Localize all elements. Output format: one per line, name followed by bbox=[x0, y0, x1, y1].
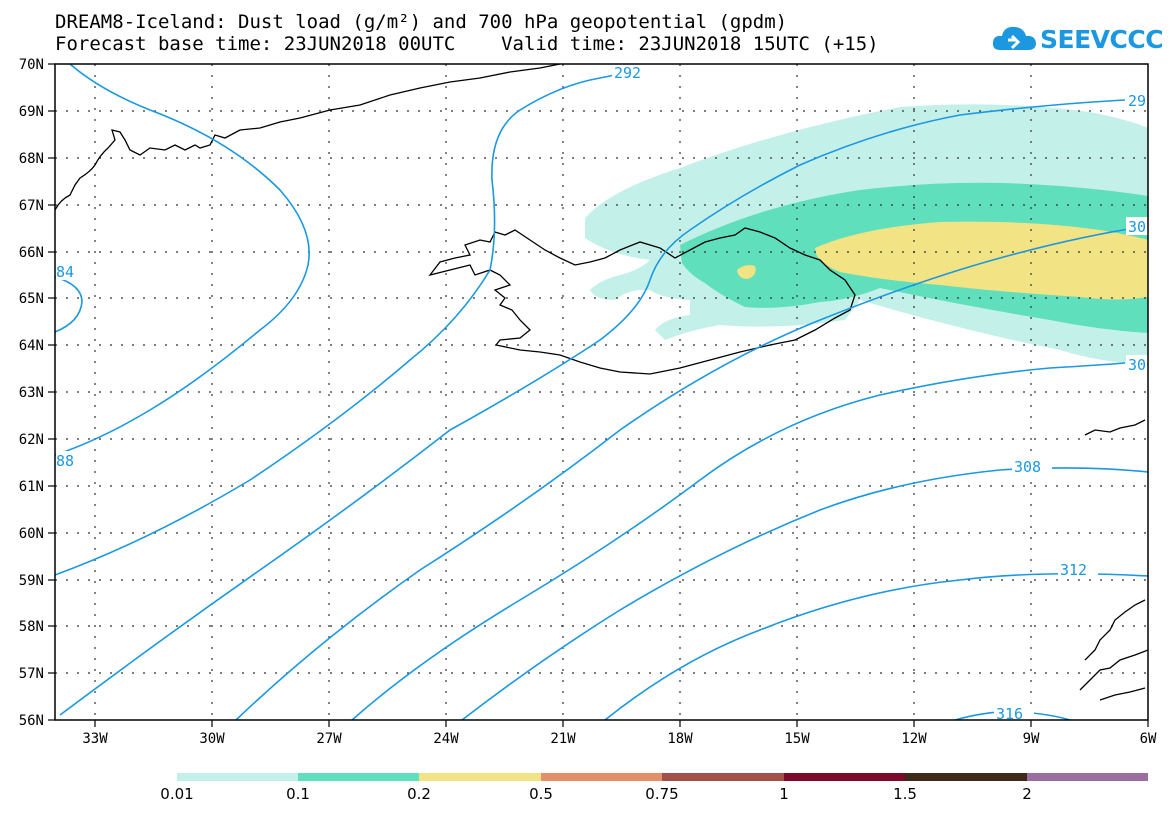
seevccc-logo: SEEVCCC bbox=[990, 20, 1170, 60]
contour-label: 88 bbox=[56, 452, 74, 470]
colorbar-swatch bbox=[177, 773, 298, 781]
logo-text: SEEVCCC bbox=[1040, 25, 1164, 54]
lat-label: 56N bbox=[19, 713, 44, 729]
lat-label: 69N bbox=[19, 104, 44, 120]
colorbar-swatch bbox=[298, 773, 419, 781]
lat-label: 68N bbox=[19, 151, 44, 167]
colorbar bbox=[177, 773, 1148, 781]
lat-label: 65N bbox=[19, 291, 44, 307]
greenland-coast bbox=[54, 63, 561, 211]
lon-label: 15W bbox=[784, 731, 810, 747]
lon-label: 12W bbox=[901, 731, 927, 747]
geopotential-contours bbox=[54, 63, 1149, 721]
lat-label: 61N bbox=[19, 479, 44, 495]
latitude-labels: 70N 69N 68N 67N 66N 65N 64N 63N 62N 61N … bbox=[19, 57, 44, 729]
lat-label: 59N bbox=[19, 573, 44, 589]
cloud-icon bbox=[992, 26, 1036, 50]
contour-304 bbox=[461, 467, 1149, 721]
colorbar-label: 0.75 bbox=[645, 785, 679, 803]
lon-label: 9W bbox=[1023, 731, 1040, 747]
forecast-time-line: Forecast base time: 23JUN2018 00UTC Vali… bbox=[55, 33, 879, 55]
colorbar-swatch bbox=[662, 773, 784, 781]
lat-label: 58N bbox=[19, 619, 44, 635]
contour-label: 30 bbox=[1128, 218, 1146, 236]
contour-288-south bbox=[54, 69, 641, 576]
lat-label: 64N bbox=[19, 338, 44, 354]
colorbar-label: 2 bbox=[1022, 785, 1032, 803]
contour-label: 312 bbox=[1060, 561, 1087, 579]
contour-284 bbox=[54, 276, 83, 333]
lon-label: 24W bbox=[433, 731, 459, 747]
chart-title: DREAM8-Iceland: Dust load (g/m²) and 700… bbox=[55, 11, 788, 33]
axis-ticks bbox=[48, 63, 1149, 727]
contour-label: 29 bbox=[1128, 92, 1146, 110]
contour-292 bbox=[59, 99, 1126, 716]
lon-label: 21W bbox=[550, 731, 576, 747]
faroe-shetland-coast bbox=[1079, 419, 1149, 701]
lat-label: 63N bbox=[19, 385, 44, 401]
lat-label: 67N bbox=[19, 198, 44, 214]
colorbar-swatch bbox=[541, 773, 662, 781]
contour-label: 30 bbox=[1128, 356, 1146, 374]
lon-label: 27W bbox=[316, 731, 342, 747]
colorbar-label: 0.01 bbox=[160, 785, 194, 803]
contour-label: 308 bbox=[1014, 458, 1041, 476]
lon-label: 30W bbox=[199, 731, 225, 747]
contour-north bbox=[54, 63, 310, 456]
contour-label: 84 bbox=[56, 263, 74, 281]
longitude-labels: 33W 30W 27W 24W 21W 18W 15W 12W 9W 6W bbox=[82, 731, 1157, 747]
contour-label: 316 bbox=[996, 705, 1023, 723]
colorbar-swatch bbox=[784, 773, 905, 781]
colorbar-label: 1 bbox=[779, 785, 789, 803]
colorbar-swatch bbox=[905, 773, 1027, 781]
lat-label: 60N bbox=[19, 526, 44, 542]
contour-labels: 292 29 30 30 308 312 316 84 88 bbox=[56, 63, 1148, 723]
lat-label: 57N bbox=[19, 666, 44, 682]
lat-label: 66N bbox=[19, 245, 44, 261]
contour-label: 292 bbox=[614, 64, 641, 82]
colorbar-swatch bbox=[1027, 773, 1148, 781]
colorbar-label: 0.5 bbox=[529, 785, 553, 803]
contour-296 bbox=[235, 225, 1149, 721]
lon-label: 33W bbox=[82, 731, 108, 747]
colorbar-label: 0.1 bbox=[286, 785, 310, 803]
contour-300 bbox=[351, 362, 1126, 721]
colorbar-swatch bbox=[419, 773, 541, 781]
contour-308 bbox=[604, 572, 1149, 721]
lon-label: 18W bbox=[667, 731, 693, 747]
colorbar-label: 1.5 bbox=[893, 785, 917, 803]
dust-region-0.2-small bbox=[737, 265, 756, 279]
colorbar-label: 0.2 bbox=[407, 785, 431, 803]
dust-load-field bbox=[585, 104, 1148, 364]
lat-label: 62N bbox=[19, 432, 44, 448]
lon-label: 6W bbox=[1140, 731, 1157, 747]
lat-label: 70N bbox=[19, 57, 44, 73]
